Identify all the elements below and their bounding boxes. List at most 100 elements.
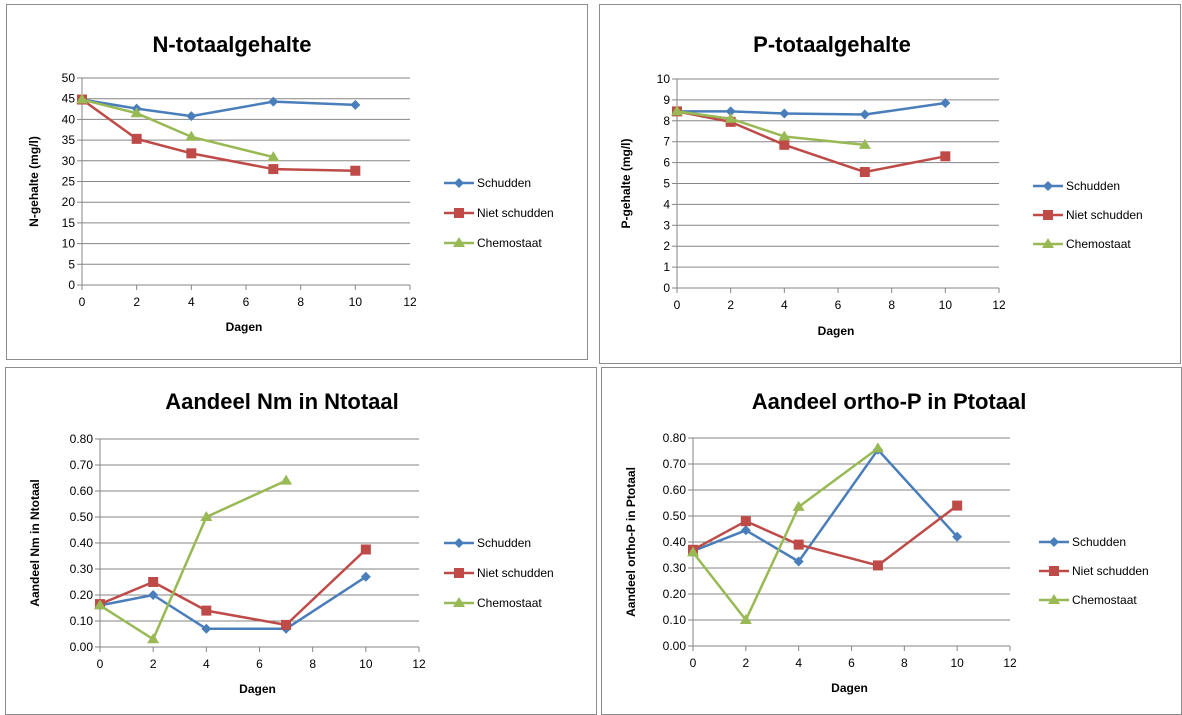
x-tick-label: 12: [992, 298, 1006, 312]
data-point-chemostaat: [130, 107, 143, 118]
series-chemostaat: [94, 474, 293, 644]
y-tick-label: 0.20: [663, 587, 687, 601]
data-point-schudden: [725, 106, 736, 117]
data-point-schudden: [940, 98, 951, 109]
legend-marker-schudden: [1049, 537, 1059, 547]
data-point-schudden: [740, 525, 751, 536]
y-tick-label: 10: [657, 72, 671, 86]
series-chemostaat: [671, 105, 871, 149]
y-tick-label: 5: [663, 177, 670, 191]
legend-marker-niet-schudden: [1043, 210, 1053, 220]
legend-item-schudden: Schudden: [444, 176, 531, 190]
y-tick-label: 0.70: [70, 458, 94, 472]
x-tick-label: 6: [835, 298, 842, 312]
series-line-chemostaat: [692, 447, 879, 622]
x-tick-label: 12: [1003, 656, 1017, 670]
data-point-niet-schudden: [201, 605, 212, 616]
x-axis-title: Dagen: [818, 324, 855, 338]
x-tick-label: 4: [203, 657, 210, 671]
x-axis-title: Dagen: [239, 682, 276, 696]
legend-item-schudden: Schudden: [444, 536, 531, 550]
y-axis-title: N-gehalte (mg/l): [27, 136, 41, 227]
y-tick-label: 1: [663, 260, 670, 274]
y-tick-label: 0.40: [70, 536, 94, 550]
data-point-niet-schudden: [360, 544, 371, 555]
data-point-niet-schudden: [148, 577, 159, 587]
legend-label: Niet schudden: [477, 206, 554, 220]
series-chemostaat: [687, 442, 884, 624]
series-niet-schudden: [688, 500, 963, 571]
x-tick-label: 0: [674, 298, 681, 312]
x-tick-label: 10: [349, 295, 363, 309]
legend-item-chemostaat: Chemostaat: [444, 236, 542, 250]
y-tick-label: 0.60: [663, 483, 687, 497]
y-axis-title: Aandeel Nm in Ntotaal: [28, 479, 42, 606]
legend-item-niet-schudden: Niet schudden: [444, 566, 554, 580]
y-tick-label: 3: [663, 218, 670, 232]
chart-aandeel-ortho-p: Aandeel ortho-P in Ptotaal 0.00 0.10 0.20 0.…: [624, 389, 1149, 695]
data-point-schudden: [186, 111, 197, 122]
y-tick-label: 15: [62, 216, 76, 230]
series-line-schudden: [692, 448, 959, 563]
legend-label: Chemostaat: [477, 596, 542, 610]
data-point-niet-schudden: [859, 167, 870, 178]
x-tick-label: 12: [403, 295, 417, 309]
x-tick-label: 0: [97, 657, 104, 671]
x-tick-label: 8: [309, 657, 316, 671]
x-tick-label: 10: [939, 298, 953, 312]
y-tick-label: 5: [68, 257, 75, 271]
data-point-chemostaat: [778, 130, 791, 141]
y-tick-label: 7: [663, 135, 670, 149]
x-tick-label: 4: [188, 295, 195, 309]
y-tick-label: 30: [62, 154, 76, 168]
x-tick-label: 6: [243, 295, 250, 309]
data-point-chemostaat: [200, 511, 213, 521]
y-tick-label: 0.30: [70, 562, 94, 576]
series-line-niet-schudden: [99, 548, 367, 627]
series-line-chemostaat: [99, 479, 287, 641]
x-tick-label: 10: [359, 657, 373, 671]
data-point-chemostaat: [671, 105, 683, 116]
chart-title: Aandeel Nm in Ntotaal: [165, 389, 398, 414]
x-tick-label: 8: [297, 295, 304, 309]
legend-item-schudden: Schudden: [1039, 535, 1126, 549]
y-tick-label: 0.80: [70, 432, 94, 446]
data-point-niet-schudden: [872, 560, 883, 571]
data-point-chemostaat: [185, 130, 198, 141]
data-point-schudden: [793, 556, 804, 567]
data-point-schudden: [952, 531, 963, 542]
data-point-chemostaat: [871, 442, 884, 453]
x-tick-label: 2: [727, 298, 734, 312]
legend-label: Niet schudden: [477, 566, 554, 580]
legend-marker-chemostaat: [1042, 238, 1054, 248]
y-tick-label: 50: [62, 71, 76, 85]
data-point-chemostaat: [687, 546, 699, 557]
y-tick-label: 0.60: [70, 484, 94, 498]
y-tick-label: 0.00: [70, 640, 94, 654]
legend-marker-chemostaat: [453, 237, 465, 247]
y-tick-label: 40: [62, 112, 76, 126]
data-point-schudden: [859, 109, 870, 120]
legend-item-niet-schudden: Niet schudden: [444, 206, 554, 220]
y-tick-label: 20: [62, 195, 76, 209]
chart-panel-aandeel-nm: Aandeel Nm in Ntotaal 0.00 0.10 0.20 0.30 0.4…: [5, 367, 597, 715]
x-axis-title: Dagen: [831, 681, 868, 695]
data-point-niet-schudden: [186, 148, 197, 159]
data-point-niet-schudden: [793, 539, 804, 550]
chart-title: Aandeel ortho-P in Ptotaal: [752, 389, 1027, 414]
data-point-niet-schudden: [940, 151, 951, 162]
data-point-schudden: [779, 108, 790, 119]
data-point-niet-schudden: [952, 500, 963, 511]
data-point-schudden: [350, 99, 361, 110]
data-point-chemostaat: [147, 633, 160, 644]
data-point-chemostaat: [739, 614, 752, 624]
y-tick-label: 45: [62, 92, 76, 106]
legend-marker-niet-schudden: [1049, 566, 1059, 576]
data-point-niet-schudden: [779, 139, 790, 150]
y-tick-label: 0.30: [663, 561, 687, 575]
y-tick-label: 0.00: [663, 639, 687, 653]
x-tick-label: 4: [781, 298, 788, 312]
y-tick-label: 0.10: [663, 613, 687, 627]
series-line-chemostaat: [81, 98, 274, 159]
